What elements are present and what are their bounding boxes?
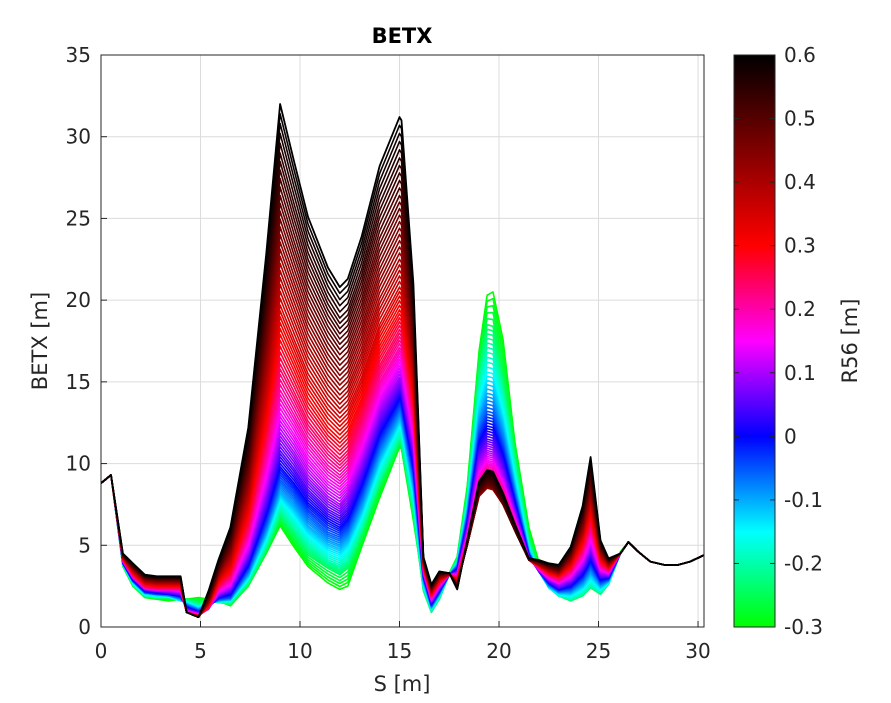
x-tick-label: 20 [486, 639, 511, 663]
y-axis-ticks: 0 5 10 15 20 25 30 35 [66, 43, 107, 639]
colorbar-tick-label: -0.2 [784, 551, 823, 575]
y-tick-label: 15 [66, 370, 91, 394]
colorbar-tick-label: 0.2 [784, 297, 816, 321]
y-tick-label: 25 [66, 206, 91, 230]
betx-curves [101, 103, 704, 619]
x-tick-label: 0 [95, 639, 108, 663]
colorbar-ticks: -0.3 -0.2 -0.1 0 0.1 0.2 0.3 0.4 0.5 0.6 [734, 43, 823, 639]
colorbar-tick-label: -0.1 [784, 488, 823, 512]
colorbar-tick-label: -0.3 [784, 615, 823, 639]
chart-title: BETX [372, 24, 433, 48]
y-axis-label: BETX [m] [28, 292, 52, 390]
colorbar-tick-label: 0.1 [784, 361, 816, 385]
x-tick-label: 5 [194, 639, 207, 663]
y-tick-label: 35 [66, 43, 91, 67]
y-tick-label: 5 [78, 533, 91, 557]
colorbar-tick-label: 0.4 [784, 170, 816, 194]
y-tick-label: 20 [66, 288, 91, 312]
y-tick-label: 30 [66, 125, 91, 149]
colorbar-tick-label: 0 [784, 424, 797, 448]
colorbar [733, 54, 776, 628]
x-axis-label: S [m] [374, 672, 431, 696]
y-tick-label: 0 [78, 615, 91, 639]
colorbar-tick-label: 0.3 [784, 234, 816, 258]
x-tick-label: 15 [387, 639, 412, 663]
x-axis-ticks: 0 5 10 15 20 25 30 [95, 621, 711, 663]
colorbar-tick-label: 0.6 [784, 43, 816, 67]
plot-frame [100, 54, 705, 628]
y-tick-label: 10 [66, 452, 91, 476]
colorbar-label: R56 [m] [838, 299, 862, 384]
x-tick-label: 30 [685, 639, 710, 663]
x-tick-label: 10 [287, 639, 312, 663]
x-tick-label: 25 [586, 639, 611, 663]
betx-curve [101, 103, 704, 619]
colorbar-tick-label: 0.5 [784, 107, 816, 131]
